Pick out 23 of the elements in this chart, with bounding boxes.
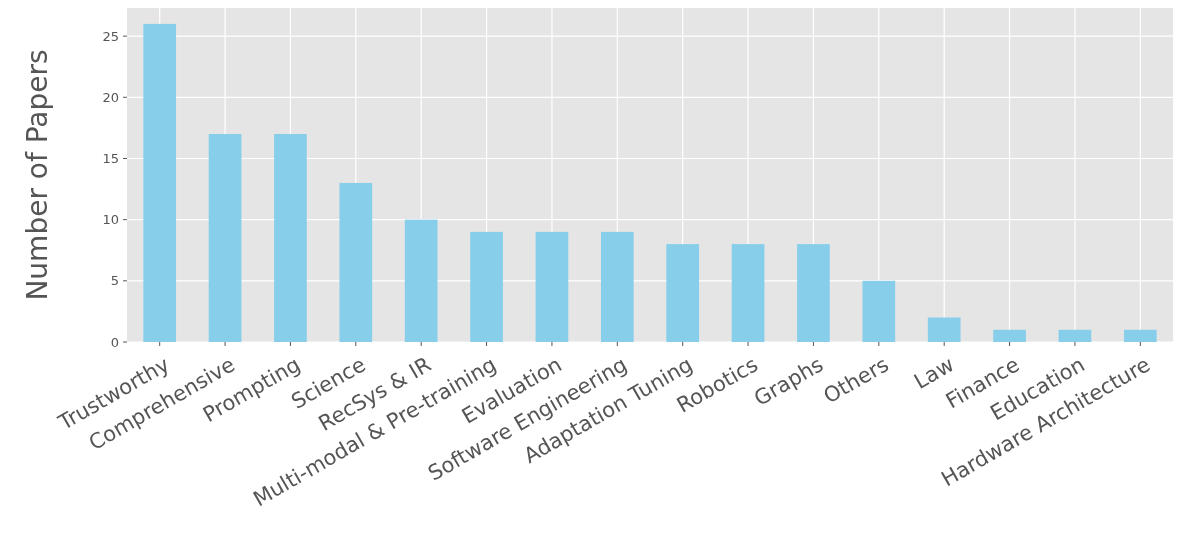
y-tick-label: 10 [102,212,119,228]
bar [470,231,503,342]
y-tick-label: 5 [110,273,119,289]
y-tick-label: 25 [102,28,119,44]
bar [666,244,700,342]
bar [927,317,961,342]
y-axis-title: Number of Papers [21,49,54,301]
y-tick-label: 20 [102,89,119,105]
bar [208,134,242,342]
bar [404,219,438,342]
y-tick-label: 15 [102,151,119,167]
bar [1123,329,1157,342]
bar [535,231,569,342]
bar [797,244,830,342]
bar [600,231,634,342]
bar [339,182,373,342]
y-tick-label: 0 [110,334,119,350]
bar [274,134,307,342]
bar [862,280,896,342]
bar [1058,329,1092,342]
bar [731,244,765,342]
bar [993,329,1026,342]
bar [143,23,177,342]
